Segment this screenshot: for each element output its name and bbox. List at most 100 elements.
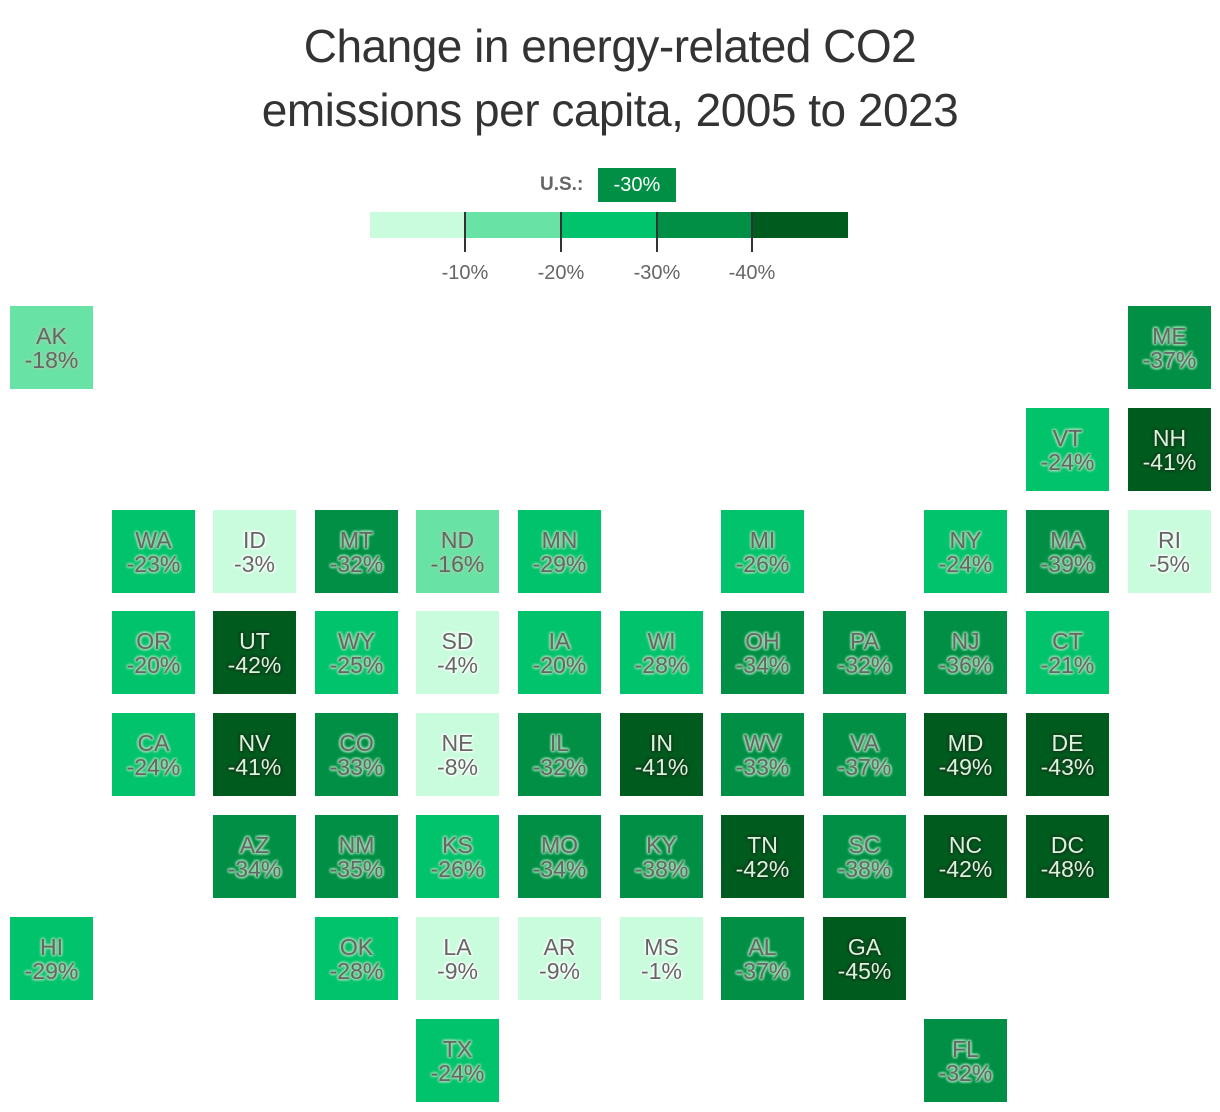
state-value: -41% xyxy=(1142,448,1197,475)
state-abbr: WA xyxy=(135,526,172,553)
state-abbr: NY xyxy=(949,526,982,553)
legend-bin-2 xyxy=(561,212,657,238)
legend-bin-1 xyxy=(465,212,562,238)
state-value: -49% xyxy=(938,753,993,780)
state-abbr: MA xyxy=(1050,526,1085,553)
state-tile-de: DE -43% xyxy=(1026,713,1109,796)
state-tile-ut: UT -42% xyxy=(213,611,296,694)
state-tile-md: MD -49% xyxy=(924,713,1007,796)
state-tile-tx: TX -24% xyxy=(416,1019,499,1102)
state-abbr: DE xyxy=(1051,729,1084,756)
state-abbr: GA xyxy=(847,933,882,960)
state-tile-va: VA -37% xyxy=(823,713,906,796)
color-legend xyxy=(370,212,848,238)
us-average-label: U.S.: xyxy=(540,174,584,195)
state-tile-in: IN -41% xyxy=(620,713,703,796)
state-abbr: AK xyxy=(36,322,67,349)
state-tile-mo: MO -34% xyxy=(518,815,601,898)
state-tile-nv: NV -41% xyxy=(213,713,296,796)
state-value: -18% xyxy=(24,346,79,373)
state-value: -32% xyxy=(837,651,892,678)
state-tile-ks: KS -26% xyxy=(416,815,499,898)
state-abbr: TN xyxy=(747,831,778,858)
state-tile-pa: PA -32% xyxy=(823,611,906,694)
state-tile-ny: NY -24% xyxy=(924,510,1007,593)
state-tile-wa: WA -23% xyxy=(112,510,195,593)
state-abbr: MI xyxy=(749,526,776,553)
state-value: -39% xyxy=(1040,550,1095,577)
state-value: -41% xyxy=(227,753,282,780)
state-value: -38% xyxy=(634,855,689,882)
state-abbr: SD xyxy=(441,627,474,654)
state-value: -16% xyxy=(430,550,485,577)
state-value: -9% xyxy=(437,957,478,984)
state-value: -34% xyxy=(227,855,282,882)
state-abbr: ID xyxy=(243,526,266,553)
state-value: -37% xyxy=(1142,346,1197,373)
state-tile-tn: TN -42% xyxy=(721,815,804,898)
state-tile-ct: CT -21% xyxy=(1026,611,1109,694)
state-abbr: LA xyxy=(443,933,472,960)
state-abbr: TX xyxy=(442,1035,473,1062)
state-value: -42% xyxy=(227,651,282,678)
state-abbr: WY xyxy=(337,627,376,654)
state-value: -43% xyxy=(1040,753,1095,780)
state-tile-nd: ND -16% xyxy=(416,510,499,593)
state-tile-ia: IA -20% xyxy=(518,611,601,694)
state-abbr: WI xyxy=(647,627,676,654)
legend-tick-label: -40% xyxy=(728,262,776,284)
state-abbr: HI xyxy=(40,933,63,960)
state-value: -34% xyxy=(532,855,587,882)
state-value: -23% xyxy=(126,550,181,577)
state-value: -33% xyxy=(329,753,384,780)
title-line-2: emissions per capita, 2005 to 2023 xyxy=(261,84,959,136)
state-tile-vt: VT -24% xyxy=(1026,408,1109,491)
state-value: -48% xyxy=(1040,855,1095,882)
state-tile-nc: NC -42% xyxy=(924,815,1007,898)
state-tile-ok: OK -28% xyxy=(315,917,398,1000)
state-abbr: NE xyxy=(441,729,474,756)
state-tile-la: LA -9% xyxy=(416,917,499,1000)
state-tile-az: AZ -34% xyxy=(213,815,296,898)
state-abbr: PA xyxy=(850,627,879,654)
state-tile-hi: HI -29% xyxy=(10,917,93,1000)
legend-tick xyxy=(560,212,562,252)
state-tile-me: ME -37% xyxy=(1128,306,1211,389)
state-tile-id: ID -3% xyxy=(213,510,296,593)
state-abbr: NH xyxy=(1152,424,1187,451)
state-value: -33% xyxy=(735,753,790,780)
state-tile-il: IL -32% xyxy=(518,713,601,796)
state-tile-wv: WV -33% xyxy=(721,713,804,796)
legend-tick-label: -20% xyxy=(537,262,585,284)
state-abbr: AR xyxy=(543,933,576,960)
legend-tick xyxy=(656,212,658,252)
state-tile-co: CO -33% xyxy=(315,713,398,796)
state-tile-wi: WI -28% xyxy=(620,611,703,694)
state-abbr: MD xyxy=(947,729,984,756)
state-abbr: CO xyxy=(339,729,374,756)
state-abbr: KS xyxy=(442,831,473,858)
state-abbr: IL xyxy=(549,729,570,756)
legend-bin-0 xyxy=(370,212,466,238)
state-abbr: DC xyxy=(1050,831,1085,858)
state-abbr: MS xyxy=(644,933,679,960)
state-value: -36% xyxy=(938,651,993,678)
state-value: -24% xyxy=(1040,448,1095,475)
state-abbr: AL xyxy=(748,933,777,960)
state-tile-nj: NJ -36% xyxy=(924,611,1007,694)
state-value: -42% xyxy=(938,855,993,882)
state-abbr: UT xyxy=(239,627,270,654)
state-value: -32% xyxy=(532,753,587,780)
state-tile-ne: NE -8% xyxy=(416,713,499,796)
state-value: -37% xyxy=(837,753,892,780)
state-value: -38% xyxy=(837,855,892,882)
state-value: -25% xyxy=(329,651,384,678)
state-value: -24% xyxy=(126,753,181,780)
us-average-badge: -30% xyxy=(598,168,676,202)
state-abbr: IA xyxy=(548,627,571,654)
state-tile-ca: CA -24% xyxy=(112,713,195,796)
state-abbr: FL xyxy=(952,1035,979,1062)
state-tile-ky: KY -38% xyxy=(620,815,703,898)
state-abbr: OK xyxy=(339,933,374,960)
state-value: -26% xyxy=(430,855,485,882)
